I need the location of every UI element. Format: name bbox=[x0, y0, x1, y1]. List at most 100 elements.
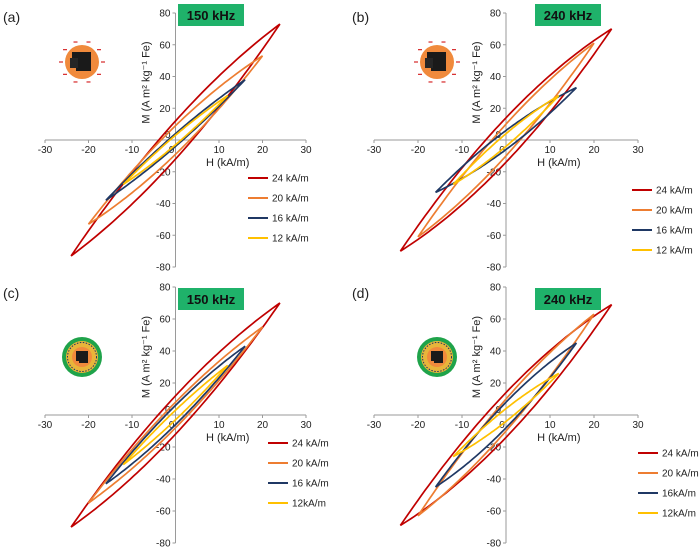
legend: 24 kA/m 20 kA/m 16 kA/m 12kA/m bbox=[268, 439, 329, 510]
legend: 24 kA/m 20 kA/m 16 kA/m 12 kA/m bbox=[632, 186, 693, 257]
legend-label: 24 kA/m bbox=[662, 449, 699, 460]
hysteresis-loop-24 bbox=[70, 302, 281, 528]
y-tick-label: 20 bbox=[490, 379, 502, 390]
x-tick-label: -20 bbox=[411, 420, 426, 431]
y-tick-label: -60 bbox=[487, 231, 502, 242]
core-particle-icon bbox=[59, 41, 105, 83]
y-tick-label: -60 bbox=[156, 231, 171, 242]
y-tick-label: 60 bbox=[490, 315, 502, 326]
y-axis-label: M (A m² kg⁻¹ Fe) bbox=[471, 316, 483, 398]
legend-label: 20 kA/m bbox=[656, 206, 693, 217]
legend-label: 24 kA/m bbox=[656, 186, 693, 197]
legend-label: 16 kA/m bbox=[656, 226, 693, 237]
x-tick-label: 10 bbox=[213, 420, 225, 431]
legend: 24 kA/m 20 kA/m 16 kA/m 12 kA/m bbox=[248, 174, 309, 245]
legend-label: 16 kA/m bbox=[292, 479, 329, 490]
core-particle-icon bbox=[414, 41, 460, 83]
hysteresis-loop-12 bbox=[122, 364, 229, 466]
hysteresis-loop-12 bbox=[452, 94, 560, 186]
y-axis-label: M (A m² kg⁻¹ Fe) bbox=[141, 41, 153, 123]
x-tick-label: -30 bbox=[367, 420, 382, 431]
panel-label: (a) bbox=[3, 9, 20, 25]
x-tick-label: 0 bbox=[499, 420, 505, 431]
x-axis-label: H (kA/m) bbox=[537, 157, 580, 169]
frequency-label: 240 kHz bbox=[544, 8, 593, 23]
x-tick-label: 30 bbox=[632, 145, 644, 156]
y-tick-label: 80 bbox=[159, 283, 171, 294]
x-tick-label: 20 bbox=[588, 145, 600, 156]
hysteresis-loop-12 bbox=[122, 94, 229, 186]
x-tick-label: 20 bbox=[588, 420, 600, 431]
x-axis-label: H (kA/m) bbox=[206, 157, 249, 169]
y-tick-label: 20 bbox=[159, 379, 171, 390]
x-tick-label: -20 bbox=[411, 145, 426, 156]
particle-dotted-ring bbox=[67, 342, 97, 372]
y-tick-label: 20 bbox=[490, 104, 502, 115]
legend-label: 12 kA/m bbox=[656, 246, 693, 257]
frequency-badge: 150 kHz bbox=[178, 4, 244, 26]
coated-particle-icon bbox=[62, 337, 102, 377]
frequency-badge-bg bbox=[178, 4, 244, 26]
legend: 24 kA/m 20 kA/m 16kA/m 12kA/m bbox=[638, 449, 699, 520]
x-tick-label: -10 bbox=[125, 145, 140, 156]
y-tick-label: -20 bbox=[487, 167, 502, 178]
y-tick-label: -40 bbox=[487, 475, 502, 486]
particle-core bbox=[425, 58, 433, 68]
frequency-label: 150 kHz bbox=[187, 8, 236, 23]
y-tick-label: -80 bbox=[487, 539, 502, 547]
x-tick-label: 10 bbox=[213, 145, 225, 156]
x-tick-label: 20 bbox=[257, 145, 269, 156]
x-tick-label: -10 bbox=[125, 420, 140, 431]
x-tick-label: 10 bbox=[544, 420, 556, 431]
y-tick-label: 60 bbox=[490, 40, 502, 51]
hysteresis-loop-24 bbox=[399, 28, 613, 252]
y-tick-label: 0 bbox=[165, 130, 171, 141]
y-tick-label: -20 bbox=[487, 443, 502, 454]
y-tick-label: 60 bbox=[159, 315, 171, 326]
hysteresis-loop-12 bbox=[452, 372, 560, 458]
y-tick-label: -60 bbox=[156, 507, 171, 518]
legend-label: 16 kA/m bbox=[272, 214, 309, 225]
y-tick-label: -80 bbox=[156, 263, 171, 274]
panel-label: (d) bbox=[352, 285, 369, 301]
y-axis-label: M (A m² kg⁻¹ Fe) bbox=[141, 316, 153, 398]
y-tick-label: 80 bbox=[490, 283, 502, 294]
x-tick-label: -30 bbox=[38, 145, 53, 156]
x-tick-label: 30 bbox=[300, 420, 312, 431]
legend-label: 12 kA/m bbox=[272, 234, 309, 245]
frequency-label: 240 kHz bbox=[544, 292, 593, 307]
hysteresis-loop-16 bbox=[105, 345, 246, 485]
particle-core bbox=[434, 356, 443, 363]
panel-label: (c) bbox=[3, 285, 19, 301]
x-tick-label: -20 bbox=[81, 420, 96, 431]
frequency-badge: 150 kHz bbox=[178, 288, 244, 310]
panel-label: (b) bbox=[352, 9, 369, 25]
legend-label: 24 kA/m bbox=[272, 174, 309, 185]
x-tick-label: -20 bbox=[81, 145, 96, 156]
y-tick-label: 80 bbox=[490, 9, 502, 20]
x-tick-label: 20 bbox=[257, 420, 269, 431]
frequency-badge: 240 kHz bbox=[535, 4, 601, 26]
y-tick-label: 40 bbox=[159, 347, 171, 358]
x-tick-label: 0 bbox=[169, 420, 175, 431]
x-tick-label: -10 bbox=[455, 420, 470, 431]
x-tick-label: -10 bbox=[455, 145, 470, 156]
frequency-badge: 240 kHz bbox=[535, 288, 601, 310]
legend-label: 20 kA/m bbox=[292, 459, 329, 470]
y-tick-label: -60 bbox=[487, 507, 502, 518]
legend-label: 20 kA/m bbox=[272, 194, 309, 205]
y-tick-label: 80 bbox=[159, 9, 171, 20]
y-tick-label: 40 bbox=[490, 347, 502, 358]
particle-core bbox=[431, 59, 446, 71]
frequency-label: 150 kHz bbox=[187, 292, 236, 307]
particle-core bbox=[70, 58, 78, 68]
hysteresis-loop-16 bbox=[105, 79, 246, 201]
particle-core bbox=[76, 59, 91, 71]
particle-dotted-ring bbox=[422, 342, 452, 372]
legend-label: 12kA/m bbox=[662, 509, 696, 520]
legend-label: 20 kA/m bbox=[662, 469, 699, 480]
x-tick-label: 30 bbox=[300, 145, 312, 156]
